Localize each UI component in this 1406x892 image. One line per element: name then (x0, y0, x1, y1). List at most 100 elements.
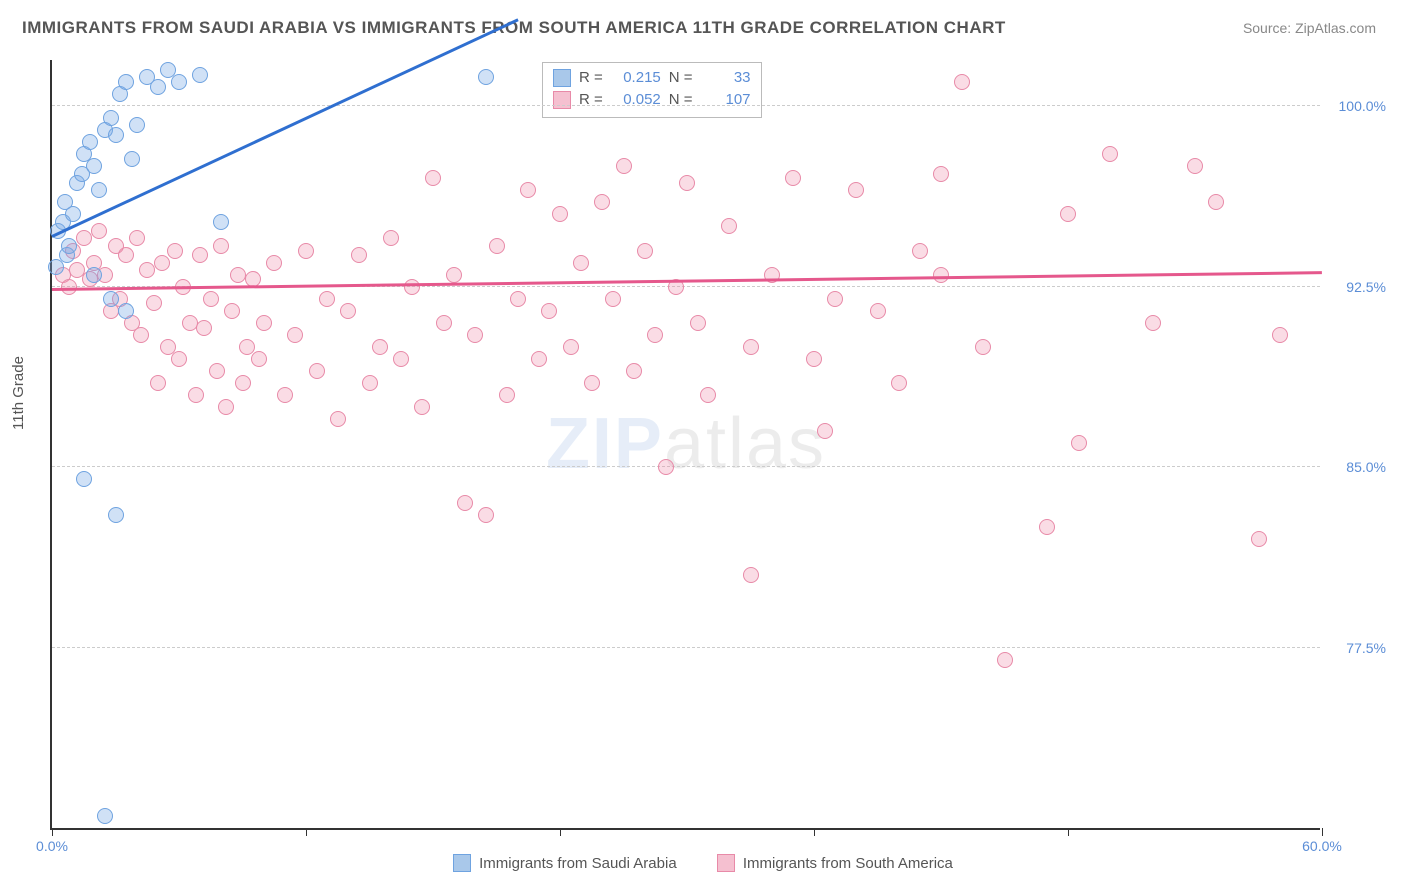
scatter-point-south-america (1102, 146, 1118, 162)
scatter-point-south-america (616, 158, 632, 174)
scatter-point-south-america (658, 459, 674, 475)
x-tick-label: 0.0% (36, 838, 68, 854)
y-tick-label: 92.5% (1346, 279, 1386, 295)
r-value-sa: 0.052 (611, 89, 661, 111)
scatter-point-south-america (1251, 531, 1267, 547)
scatter-point-south-america (414, 399, 430, 415)
scatter-point-south-america (351, 247, 367, 263)
scatter-point-south-america (171, 351, 187, 367)
x-tick (52, 828, 53, 836)
scatter-point-south-america (594, 194, 610, 210)
gridline (52, 647, 1320, 648)
scatter-point-south-america (848, 182, 864, 198)
scatter-point-south-america (605, 291, 621, 307)
scatter-point-south-america (690, 315, 706, 331)
scatter-point-south-america (1187, 158, 1203, 174)
scatter-point-south-america (520, 182, 536, 198)
scatter-point-south-america (647, 327, 663, 343)
y-axis-label: 11th Grade (10, 356, 27, 430)
scatter-point-south-america (457, 495, 473, 511)
y-tick-label: 85.0% (1346, 459, 1386, 475)
scatter-point-south-america (954, 74, 970, 90)
scatter-point-south-america (188, 387, 204, 403)
scatter-point-saudi (97, 808, 113, 824)
scatter-point-south-america (76, 230, 92, 246)
scatter-point-south-america (436, 315, 452, 331)
scatter-point-south-america (679, 175, 695, 191)
source-label: Source: ZipAtlas.com (1243, 20, 1376, 36)
scatter-point-saudi (65, 206, 81, 222)
scatter-point-south-america (912, 243, 928, 259)
swatch-south-america (717, 854, 735, 872)
scatter-point-south-america (309, 363, 325, 379)
scatter-point-south-america (192, 247, 208, 263)
legend-item-sa: Immigrants from South America (717, 854, 953, 872)
scatter-point-south-america (584, 375, 600, 391)
scatter-point-south-america (91, 223, 107, 239)
scatter-point-south-america (1145, 315, 1161, 331)
swatch-saudi (553, 69, 571, 87)
scatter-point-south-america (266, 255, 282, 271)
scatter-point-south-america (239, 339, 255, 355)
scatter-point-south-america (489, 238, 505, 254)
scatter-point-south-america (340, 303, 356, 319)
scatter-point-south-america (510, 291, 526, 307)
gridline (52, 105, 1320, 106)
gridline (52, 466, 1320, 467)
scatter-point-saudi (150, 79, 166, 95)
y-tick-label: 77.5% (1346, 640, 1386, 656)
x-tick (306, 828, 307, 836)
swatch-saudi (453, 854, 471, 872)
scatter-point-south-america (817, 423, 833, 439)
scatter-point-south-america (446, 267, 462, 283)
scatter-point-south-america (235, 375, 251, 391)
scatter-point-saudi (478, 69, 494, 85)
n-value-sa: 107 (701, 89, 751, 111)
scatter-point-saudi (103, 110, 119, 126)
scatter-point-south-america (626, 363, 642, 379)
legend-item-saudi: Immigrants from Saudi Arabia (453, 854, 677, 872)
scatter-point-south-america (975, 339, 991, 355)
scatter-point-south-america (743, 567, 759, 583)
scatter-point-saudi (86, 267, 102, 283)
scatter-point-south-america (785, 170, 801, 186)
scatter-point-south-america (150, 375, 166, 391)
n-label: N = (669, 89, 693, 111)
scatter-point-south-america (319, 291, 335, 307)
r-label: R = (579, 89, 603, 111)
x-tick (814, 828, 815, 836)
scatter-point-saudi (118, 303, 134, 319)
scatter-point-south-america (563, 339, 579, 355)
n-label: N = (669, 67, 693, 89)
scatter-point-south-america (330, 411, 346, 427)
scatter-point-south-america (146, 295, 162, 311)
scatter-point-south-america (129, 230, 145, 246)
scatter-point-south-america (891, 375, 907, 391)
scatter-point-south-america (827, 291, 843, 307)
x-tick (1322, 828, 1323, 836)
scatter-point-south-america (383, 230, 399, 246)
scatter-point-saudi (124, 151, 140, 167)
scatter-point-saudi (213, 214, 229, 230)
scatter-point-saudi (76, 471, 92, 487)
scatter-point-south-america (209, 363, 225, 379)
scatter-point-south-america (277, 387, 293, 403)
legend-stats-box: R = 0.215 N = 33 R = 0.052 N = 107 (542, 62, 762, 118)
scatter-point-saudi (103, 291, 119, 307)
scatter-point-south-america (196, 320, 212, 336)
scatter-point-south-america (997, 652, 1013, 668)
scatter-point-south-america (1039, 519, 1055, 535)
scatter-point-south-america (1071, 435, 1087, 451)
scatter-point-saudi (86, 158, 102, 174)
scatter-point-south-america (154, 255, 170, 271)
n-value-saudi: 33 (701, 67, 751, 89)
scatter-point-south-america (118, 247, 134, 263)
legend-stats-row-saudi: R = 0.215 N = 33 (553, 67, 751, 89)
scatter-point-south-america (933, 166, 949, 182)
scatter-point-south-america (213, 238, 229, 254)
scatter-point-south-america (287, 327, 303, 343)
scatter-point-south-america (637, 243, 653, 259)
scatter-point-south-america (256, 315, 272, 331)
scatter-point-south-america (425, 170, 441, 186)
legend-stats-row-sa: R = 0.052 N = 107 (553, 89, 751, 111)
